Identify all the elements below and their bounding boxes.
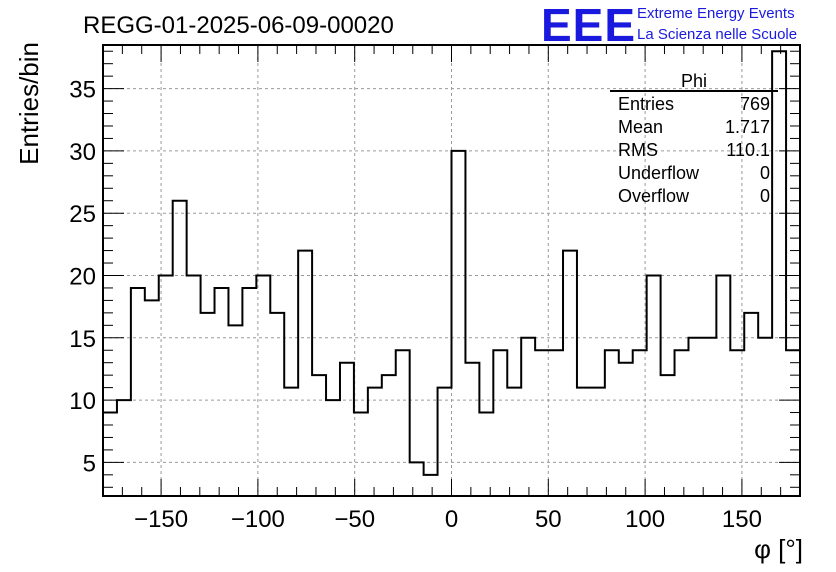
histogram-bin — [256, 275, 270, 496]
y-tick-label: 30 — [69, 139, 96, 166]
histogram-bin — [354, 413, 368, 496]
histogram-bin — [730, 350, 744, 496]
histogram-bin — [242, 288, 256, 496]
histogram-bin — [549, 350, 563, 496]
histogram-bin — [424, 475, 438, 496]
stats-label: RMS — [618, 140, 658, 160]
x-axis-label: φ [°] — [754, 534, 803, 564]
histogram-bin — [479, 413, 493, 496]
histogram-bin — [702, 338, 716, 496]
histogram-bin — [744, 313, 758, 496]
histogram-bin — [507, 388, 521, 496]
histogram-bin — [438, 388, 452, 496]
x-tick-label: 0 — [445, 506, 458, 533]
histogram-bin — [716, 275, 730, 496]
histogram-bin — [521, 338, 535, 496]
histogram-bin — [270, 313, 284, 496]
y-tick-label: 10 — [69, 388, 96, 415]
stats-label: Entries — [618, 94, 674, 114]
y-tick-label: 25 — [69, 201, 96, 228]
stats-title: Phi — [681, 71, 707, 91]
chart-title: REGG-01-2025-06-09-00020 — [83, 12, 394, 39]
eee-logo-line2: La Scienza nelle Scuole — [637, 26, 797, 43]
stats-rows: Entries 769 Mean 1.717 RMS 110.1 Underflow 0 Ove… — [618, 94, 770, 206]
x-tick-labels: −150 −100 −50 0 50 100 150 — [134, 506, 762, 533]
eee-logo: EEE Extreme Energy Events La Scienza nel… — [541, 0, 797, 51]
histogram-outline — [103, 50, 800, 476]
histogram-bin — [647, 275, 661, 496]
histogram-bin — [688, 338, 702, 496]
histogram-bin — [103, 413, 117, 496]
histogram-bin — [298, 251, 312, 496]
x-tick-label: −150 — [134, 506, 188, 533]
histogram-bin — [326, 400, 340, 496]
eee-logo-line1: Extreme Energy Events — [637, 5, 795, 22]
stats-value: 0 — [760, 163, 770, 183]
histogram-bin — [201, 313, 215, 496]
histogram-bin — [117, 400, 131, 496]
histogram-bin — [145, 300, 159, 496]
histogram-bin — [605, 350, 619, 496]
y-tick-label: 35 — [69, 77, 96, 104]
y-tick-label: 15 — [69, 326, 96, 353]
y-axis-label: Entries/bin — [14, 42, 44, 165]
histogram-bin — [396, 350, 410, 496]
histogram-bin — [563, 251, 577, 496]
stats-label: Overflow — [618, 186, 690, 206]
histogram-bin — [173, 201, 187, 496]
x-tick-label: 50 — [535, 506, 562, 533]
histogram-bin — [465, 363, 479, 496]
histogram-bin — [661, 375, 675, 496]
eee-logo-mark: EEE — [541, 0, 636, 51]
stats-value: 1.717 — [725, 117, 770, 137]
stats-box: Phi Entries 769 Mean 1.717 RMS 110.1 Underflow… — [610, 71, 778, 206]
histogram-bin — [382, 375, 396, 496]
x-tick-label: 150 — [722, 506, 762, 533]
stats-label: Mean — [618, 117, 663, 137]
stats-value: 769 — [740, 94, 770, 114]
histogram-bin — [577, 388, 591, 496]
histogram-bin — [159, 275, 173, 496]
histogram-bin — [772, 51, 786, 496]
histogram-bin — [758, 338, 772, 496]
histogram-bin — [215, 288, 229, 496]
y-tick-labels: 5 10 15 20 25 30 35 — [69, 77, 96, 478]
histogram-bin — [535, 350, 549, 496]
y-tick-label: 5 — [83, 450, 96, 477]
y-tick-label: 20 — [69, 263, 96, 290]
stats-value: 0 — [760, 186, 770, 206]
x-tick-label: 100 — [625, 506, 665, 533]
histogram-bin — [633, 350, 647, 496]
histogram-bin — [619, 363, 633, 496]
histogram-bin — [493, 350, 507, 496]
histogram-bin — [452, 151, 466, 496]
x-tick-label: −50 — [334, 506, 375, 533]
histogram-bin — [591, 388, 605, 496]
histogram-bin — [312, 375, 326, 496]
histogram-bin — [368, 388, 382, 496]
histogram-bin — [410, 462, 424, 496]
histogram-bin — [187, 275, 201, 496]
stats-label: Underflow — [618, 163, 700, 183]
histogram-bin — [131, 288, 145, 496]
histogram-bin — [228, 325, 242, 496]
plot-frame — [102, 44, 801, 497]
histogram-bin — [340, 363, 354, 496]
stats-value: 110.1 — [726, 140, 770, 160]
histogram-bin — [284, 388, 298, 496]
x-tick-label: −100 — [231, 506, 285, 533]
axis-ticks — [102, 45, 801, 496]
histogram-bin — [786, 350, 800, 496]
histogram-bin — [675, 350, 689, 496]
